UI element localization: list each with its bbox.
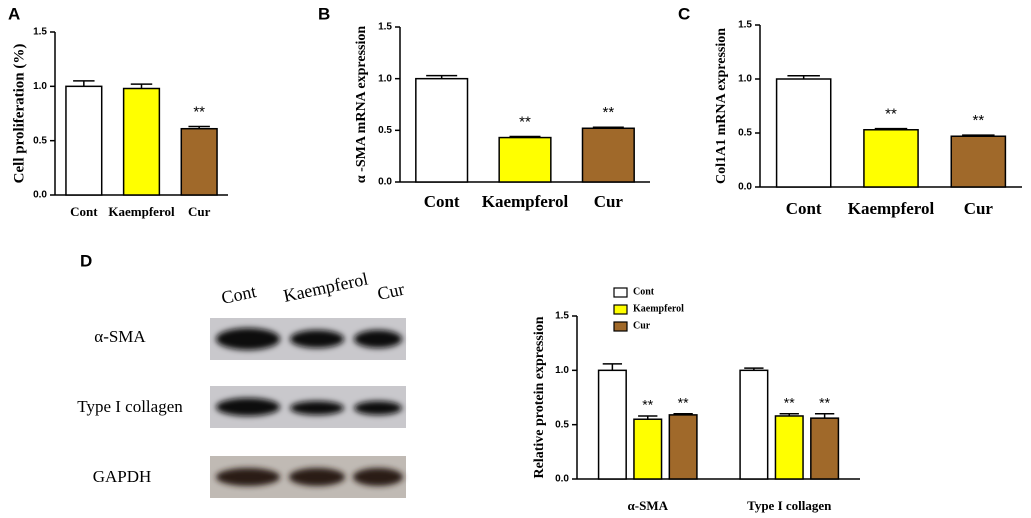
band: [354, 401, 402, 415]
y-tick-label: 1.0: [378, 73, 392, 84]
bar: [668, 414, 698, 480]
y-tick-label: 1.5: [738, 20, 752, 31]
bar: [122, 87, 161, 196]
y-tick-label: 0.5: [378, 125, 392, 136]
significance: **: [678, 395, 689, 411]
x-tick-label: Kaempferol: [482, 192, 569, 211]
significance: **: [519, 114, 531, 131]
x-tick-label: Cont: [786, 199, 822, 218]
x-tick-label: Type I collagen: [747, 498, 832, 513]
bar: [415, 77, 469, 183]
legend-label: Cur: [633, 320, 651, 331]
band: [290, 401, 344, 415]
row-label: α-SMA: [94, 327, 146, 346]
y-tick-label: 1.5: [33, 27, 47, 38]
blot: Cont Kaempferol Cur α-SMA Type I collage…: [77, 269, 406, 498]
x-tick-label: Cur: [964, 199, 994, 218]
y-tick-label: 0.5: [738, 128, 752, 139]
bar: [597, 369, 627, 480]
bar: [581, 127, 635, 183]
panel-letter: D: [80, 251, 92, 270]
bar: [950, 135, 1007, 188]
band: [289, 468, 345, 486]
y-tick-label: 1.0: [555, 365, 569, 376]
row-label: GAPDH: [93, 467, 152, 486]
significance: **: [193, 104, 205, 121]
y-tick-label: 1.5: [555, 311, 569, 322]
lane-label: Cur: [376, 279, 407, 304]
significance: **: [819, 395, 830, 411]
x-tick-label: Cur: [188, 204, 211, 219]
lane-label: Kaempferol: [282, 269, 370, 306]
significance: **: [885, 106, 897, 123]
band: [216, 328, 280, 350]
bar: [633, 418, 663, 480]
bar: [775, 78, 832, 188]
x-tick-label: Cont: [70, 204, 98, 219]
bar: [180, 127, 218, 196]
band: [216, 468, 280, 486]
lane-label: Cont: [220, 281, 258, 308]
band: [290, 330, 344, 348]
y-axis-label: Col1A1 mRNA expression: [714, 28, 729, 184]
y-tick-label: 0.0: [738, 182, 752, 193]
band: [353, 468, 403, 486]
bar: [810, 417, 840, 480]
y-axis-label: α -SMA mRNA expression: [354, 26, 369, 183]
bar: [498, 136, 552, 183]
legend-swatch: [613, 321, 628, 332]
x-tick-label: α-SMA: [628, 498, 669, 513]
band: [216, 398, 280, 416]
significance: **: [642, 397, 653, 413]
legend-swatch: [613, 304, 628, 315]
band: [354, 330, 402, 348]
significance: **: [784, 395, 795, 411]
y-tick-label: 0.5: [555, 419, 569, 430]
bar: [774, 415, 804, 480]
y-tick-label: 1.0: [33, 81, 47, 92]
bar: [739, 369, 769, 480]
y-tick-label: 1.5: [378, 22, 392, 33]
y-tick-label: 0.0: [555, 474, 569, 485]
legend-swatch: [613, 287, 628, 298]
panel-letter: A: [8, 4, 20, 23]
x-tick-label: Kaempferol: [108, 204, 175, 219]
significance: **: [972, 112, 984, 129]
x-tick-label: Cont: [424, 192, 460, 211]
x-tick-label: Cur: [594, 192, 624, 211]
panel-letter: C: [678, 4, 690, 23]
y-axis-label: Relative protein expression: [532, 316, 547, 478]
legend-label: Cont: [633, 286, 655, 297]
y-tick-label: 0.0: [33, 190, 47, 201]
y-tick-label: 0.5: [33, 135, 47, 146]
bar: [65, 85, 103, 196]
y-tick-label: 1.0: [738, 74, 752, 85]
bar: [863, 129, 919, 188]
y-tick-label: 0.0: [378, 177, 392, 188]
legend-label: Kaempferol: [633, 303, 684, 314]
panel-letter: B: [318, 4, 330, 23]
x-tick-label: Kaempferol: [848, 199, 935, 218]
significance: **: [602, 104, 614, 121]
y-axis-label: Cell proliferation (%): [11, 44, 27, 184]
row-label: Type I collagen: [77, 397, 183, 416]
